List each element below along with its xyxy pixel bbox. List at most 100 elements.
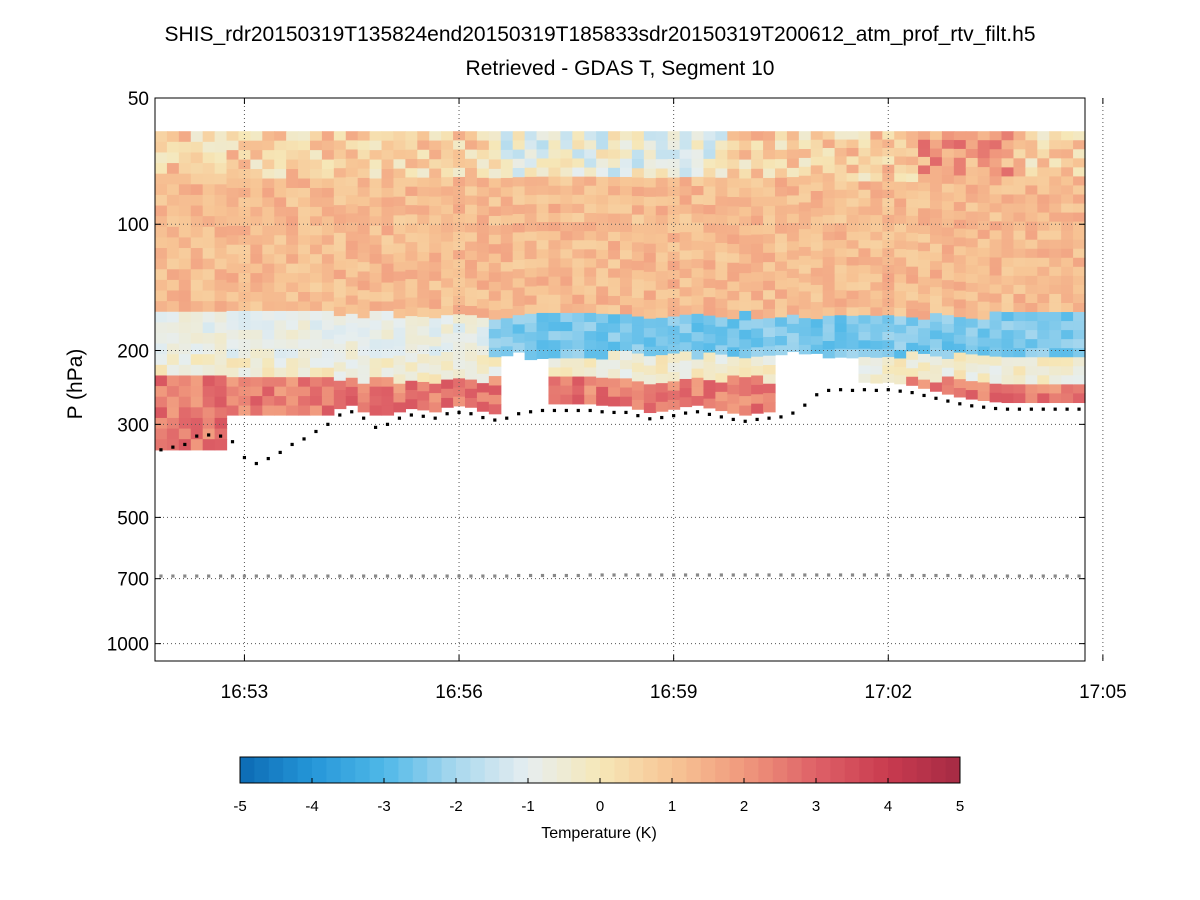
heatmap-cell bbox=[250, 367, 263, 378]
heatmap-cell bbox=[405, 334, 418, 345]
colorbar-tick-label: 3 bbox=[812, 798, 820, 815]
heatmap-cell bbox=[286, 339, 299, 350]
heatmap-cell bbox=[715, 140, 728, 151]
cloud-marker bbox=[481, 415, 485, 420]
heatmap-cell bbox=[560, 322, 573, 332]
heatmap-cell bbox=[608, 213, 621, 224]
heatmap-cell bbox=[739, 254, 752, 265]
colorbar-segment bbox=[556, 757, 572, 783]
cloud-marker bbox=[517, 412, 521, 416]
heatmap-cell bbox=[643, 318, 657, 329]
heatmap-cell bbox=[608, 350, 621, 361]
heatmap-cell bbox=[310, 159, 323, 170]
heatmap-cell bbox=[918, 293, 931, 304]
heatmap-cell bbox=[369, 197, 383, 208]
heatmap-cell bbox=[321, 339, 335, 350]
heatmap-cell bbox=[178, 354, 192, 366]
heatmap-cell bbox=[655, 233, 669, 244]
cloud-marker bbox=[338, 413, 342, 417]
heatmap-cell bbox=[763, 149, 776, 160]
heatmap-cell bbox=[500, 224, 514, 235]
colorbar-tick-label: -1 bbox=[521, 798, 534, 815]
heatmap-cell bbox=[810, 208, 824, 218]
heatmap-cell bbox=[941, 376, 955, 386]
heatmap-cell bbox=[202, 332, 216, 345]
heatmap-cell bbox=[512, 195, 526, 206]
heatmap-cell bbox=[1061, 275, 1074, 286]
heatmap-cell bbox=[429, 383, 442, 394]
heatmap-cell bbox=[405, 316, 418, 326]
heatmap-cell bbox=[393, 206, 406, 216]
heatmap-cell bbox=[1073, 366, 1086, 376]
heatmap-cell bbox=[1073, 140, 1086, 150]
heatmap-cell bbox=[667, 399, 681, 410]
heatmap-cell bbox=[679, 140, 693, 151]
heatmap-cell bbox=[298, 216, 311, 227]
heatmap-cell bbox=[667, 214, 681, 225]
heatmap-cell bbox=[238, 140, 251, 151]
heatmap-cell bbox=[321, 159, 335, 170]
heatmap-cell bbox=[596, 186, 609, 196]
heatmap-cell bbox=[631, 149, 645, 160]
heatmap-cell bbox=[214, 343, 228, 355]
heatmap-cell bbox=[751, 131, 764, 142]
heatmap-cell bbox=[977, 337, 991, 348]
heatmap-cell bbox=[870, 189, 883, 199]
heatmap-cell bbox=[286, 301, 299, 312]
colorbar-segment bbox=[412, 757, 428, 783]
heatmap-cell bbox=[930, 269, 943, 280]
heatmap-cell bbox=[834, 265, 848, 275]
heatmap-cell bbox=[906, 232, 919, 242]
heatmap-cell bbox=[488, 253, 502, 264]
heatmap-cell bbox=[488, 376, 502, 387]
heatmap-cell bbox=[393, 299, 406, 310]
heatmap-cell bbox=[977, 176, 991, 186]
heatmap-cell bbox=[822, 340, 836, 350]
heatmap-cell bbox=[381, 329, 395, 340]
heatmap-cell bbox=[691, 277, 705, 288]
heatmap-cell bbox=[441, 278, 454, 289]
heatmap-cell bbox=[751, 272, 764, 283]
heatmap-cell bbox=[786, 323, 800, 334]
heatmap-cell bbox=[1025, 230, 1038, 241]
colorbar-segment bbox=[614, 757, 630, 783]
heatmap-cell bbox=[393, 383, 406, 394]
surface-marker bbox=[242, 574, 247, 578]
heatmap-cell bbox=[178, 428, 192, 440]
heatmap-cell bbox=[441, 186, 454, 197]
heatmap-cell bbox=[536, 285, 550, 296]
heatmap-cell bbox=[166, 141, 180, 154]
heatmap-cell bbox=[727, 243, 740, 254]
heatmap-cell bbox=[453, 195, 466, 206]
heatmap-cell bbox=[262, 301, 275, 312]
heatmap-cell bbox=[715, 401, 728, 412]
heatmap-cell bbox=[822, 307, 836, 317]
heatmap-cell bbox=[262, 320, 275, 331]
heatmap-cell bbox=[345, 204, 359, 214]
heatmap-cell bbox=[226, 197, 240, 208]
heatmap-cell bbox=[333, 390, 347, 400]
heatmap-cell bbox=[643, 356, 657, 367]
heatmap-cell bbox=[178, 290, 192, 302]
heatmap-cell bbox=[858, 156, 871, 166]
heatmap-cell bbox=[286, 187, 299, 199]
heatmap-cell bbox=[727, 234, 740, 245]
heatmap-cell bbox=[238, 386, 251, 397]
heatmap-cell bbox=[536, 131, 550, 141]
heatmap-cell bbox=[608, 387, 621, 398]
surface-marker bbox=[457, 574, 461, 578]
cloud-marker bbox=[433, 416, 437, 420]
heatmap-cell bbox=[1049, 393, 1062, 404]
heatmap-cell bbox=[500, 140, 514, 151]
colorbar-segment bbox=[542, 757, 558, 783]
heatmap-cell bbox=[775, 177, 788, 188]
heatmap-cell bbox=[965, 140, 979, 150]
heatmap-cell bbox=[357, 299, 371, 310]
heatmap-cell bbox=[1061, 284, 1074, 295]
heatmap-cell bbox=[739, 178, 752, 189]
heatmap-cell bbox=[476, 177, 490, 188]
heatmap-cell bbox=[274, 197, 287, 208]
heatmap-cell bbox=[930, 131, 943, 141]
heatmap-cell bbox=[1025, 257, 1038, 268]
heatmap-cell bbox=[941, 183, 955, 194]
